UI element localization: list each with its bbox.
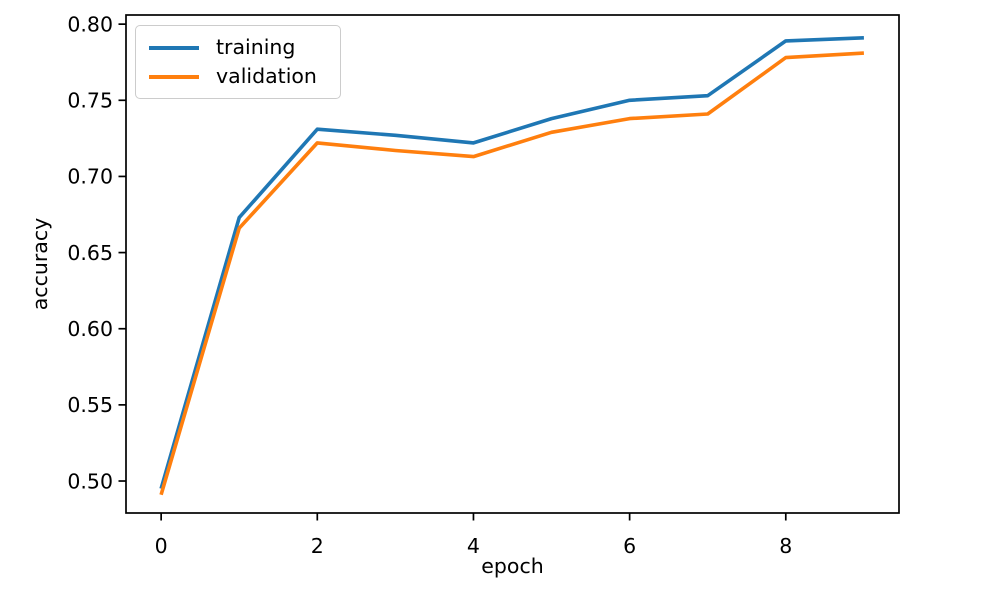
y-axis-label: accuracy — [28, 217, 52, 311]
legend-item-validation: validation — [149, 63, 326, 91]
y-tick-label: 0.65 — [67, 241, 113, 265]
x-tick-label: 8 — [779, 534, 792, 558]
y-tick-label: 0.55 — [67, 393, 113, 417]
validation-line — [159, 51, 865, 496]
legend-item-training: training — [149, 34, 326, 62]
training-line-swatch — [149, 45, 199, 50]
validation-line-swatch — [149, 74, 199, 79]
legend: training validation — [135, 25, 341, 99]
y-tick-label: 0.60 — [67, 317, 113, 341]
legend-label-validation: validation — [216, 64, 317, 89]
axes-spines — [125, 14, 900, 514]
x-axis-label: epoch — [481, 554, 544, 578]
y-tick-label: 0.50 — [67, 469, 113, 493]
x-tick-label: 6 — [623, 534, 636, 558]
y-tick-label: 0.70 — [67, 165, 113, 189]
x-tick-label: 4 — [467, 534, 480, 558]
x-tick-label: 2 — [311, 534, 324, 558]
y-tick-label: 0.75 — [67, 89, 113, 113]
legend-label-training: training — [216, 35, 296, 60]
training-line — [159, 36, 864, 490]
x-tick-label: 0 — [155, 534, 168, 558]
y-tick-label: 0.80 — [67, 12, 113, 36]
